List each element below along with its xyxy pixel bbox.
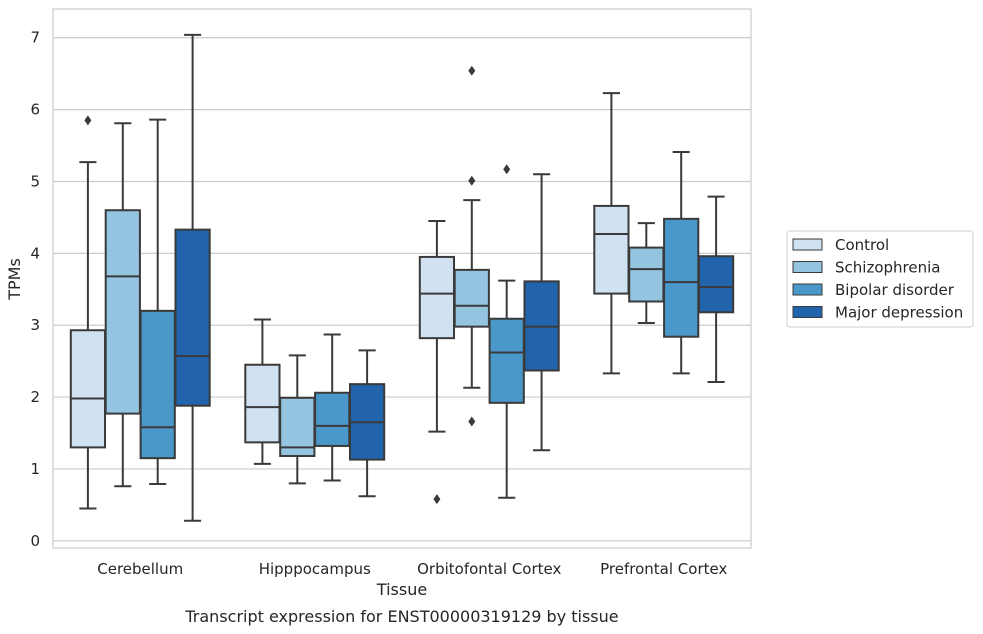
box-iqr [69, 329, 107, 449]
box-iqr [453, 268, 490, 328]
box-iqr [697, 255, 735, 314]
y-tick-label: 2 [30, 388, 40, 406]
legend-label: Major depression [835, 304, 963, 322]
y-tick-label: 5 [30, 172, 40, 190]
box-control [69, 115, 107, 510]
box-iqr [488, 317, 525, 404]
plot-frame [52, 8, 752, 549]
box-iqr [139, 309, 176, 460]
box-iqr [244, 363, 281, 444]
x-tick-label: Hipppocampus [259, 560, 371, 578]
y-tick-label: 0 [30, 532, 40, 550]
y-tick-label: 3 [30, 316, 40, 334]
outlier-point [468, 65, 476, 76]
legend-label: Bipolar disorder [835, 281, 955, 299]
outlier-point [84, 115, 92, 126]
y-axis-label: TPMs [5, 258, 24, 301]
chart-caption: Transcript expression for ENST0000031912… [184, 607, 618, 626]
outlier-point [503, 164, 511, 175]
legend-label: Control [835, 236, 889, 254]
box-major-depression [523, 173, 560, 452]
box-major-depression [174, 33, 211, 522]
box-iqr [418, 255, 456, 340]
legend: Control Schizophrenia Bipolar disorder Majo… [786, 230, 974, 328]
x-tick-label: Prefrontal Cortex [600, 560, 727, 578]
legend-swatch [792, 261, 823, 273]
box-iqr [593, 204, 630, 295]
x-axis-label: Tissue [376, 580, 427, 599]
box-iqr [174, 228, 211, 407]
box-major-depression [697, 195, 735, 383]
y-tick-label: 4 [30, 244, 40, 262]
outlier-point [468, 175, 476, 186]
box-iqr [663, 217, 700, 338]
x-tick-label: Orbitofontal Cortex [417, 560, 561, 578]
box-iqr [314, 391, 351, 447]
legend-swatch [792, 306, 823, 318]
x-tick-label: Cerebellum [97, 560, 183, 578]
box-schizophrenia [453, 65, 490, 427]
box-bipolar-disorder [314, 333, 351, 482]
box-iqr [628, 246, 665, 303]
y-tick-label: 7 [30, 29, 40, 47]
box-bipolar-disorder [663, 151, 700, 375]
y-tick-labels: 0 1 2 3 4 5 6 7 [30, 29, 40, 550]
legend-swatch [792, 283, 823, 296]
outlier-point [468, 416, 476, 427]
legend-swatch [792, 238, 823, 251]
outlier-point [433, 494, 441, 505]
box-iqr [104, 209, 141, 415]
box-control [244, 318, 281, 465]
legend-label: Schizophrenia [835, 259, 940, 277]
x-tick-labels: Cerebellum Hipppocampus Orbitofontal Corte… [97, 560, 727, 578]
box-plots [69, 33, 735, 522]
box-schizophrenia [104, 122, 141, 488]
legend-frame [786, 230, 974, 328]
box-major-depression [348, 349, 386, 498]
box-bipolar-disorder [488, 164, 525, 499]
y-tick-label: 6 [30, 101, 40, 119]
y-tick-label: 1 [30, 460, 40, 478]
box-control [593, 92, 630, 375]
